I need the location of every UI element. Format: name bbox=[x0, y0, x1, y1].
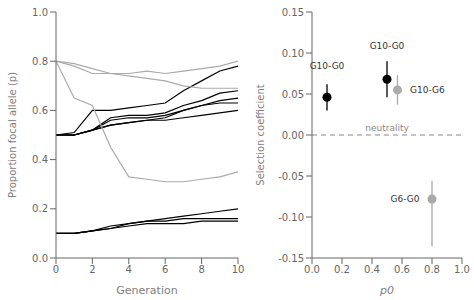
svg-text:-0.05: -0.05 bbox=[278, 171, 304, 182]
svg-text:1.0: 1.0 bbox=[32, 7, 48, 18]
svg-text:Generation: Generation bbox=[116, 284, 177, 297]
svg-text:-0.10: -0.10 bbox=[278, 212, 304, 223]
svg-text:0.05: 0.05 bbox=[282, 89, 304, 100]
svg-text:Selection coefficient: Selection coefficient bbox=[255, 84, 266, 185]
svg-text:0.10: 0.10 bbox=[282, 48, 304, 59]
svg-text:2: 2 bbox=[89, 264, 95, 275]
svg-text:neutrality: neutrality bbox=[365, 123, 409, 133]
svg-text:-0.15: -0.15 bbox=[278, 253, 304, 264]
svg-text:0.15: 0.15 bbox=[282, 7, 304, 18]
svg-text:0.4: 0.4 bbox=[364, 264, 380, 275]
svg-text:0.6: 0.6 bbox=[32, 105, 48, 116]
svg-text:G10-G0: G10-G0 bbox=[310, 61, 345, 71]
svg-text:8: 8 bbox=[198, 264, 204, 275]
svg-text:10: 10 bbox=[232, 264, 245, 275]
svg-text:0.2: 0.2 bbox=[334, 264, 350, 275]
svg-text:Proportion focal allele (p): Proportion focal allele (p) bbox=[8, 72, 18, 198]
svg-text:0.2: 0.2 bbox=[32, 203, 48, 214]
svg-text:0.00: 0.00 bbox=[282, 130, 304, 141]
svg-text:p0: p0 bbox=[379, 284, 394, 297]
svg-text:G10-G0: G10-G0 bbox=[370, 41, 405, 51]
svg-text:4: 4 bbox=[126, 264, 132, 275]
svg-text:G6-G0: G6-G0 bbox=[391, 194, 420, 204]
svg-text:0: 0 bbox=[53, 264, 59, 275]
svg-text:1.0: 1.0 bbox=[454, 264, 466, 275]
svg-text:0.8: 0.8 bbox=[424, 264, 440, 275]
svg-text:G10-G6: G10-G6 bbox=[410, 85, 445, 95]
svg-text:0.6: 0.6 bbox=[394, 264, 410, 275]
svg-text:0.4: 0.4 bbox=[32, 154, 48, 165]
svg-text:6: 6 bbox=[162, 264, 168, 275]
svg-text:0.0: 0.0 bbox=[304, 264, 320, 275]
svg-text:0.0: 0.0 bbox=[32, 253, 48, 264]
svg-text:0.8: 0.8 bbox=[32, 56, 48, 67]
